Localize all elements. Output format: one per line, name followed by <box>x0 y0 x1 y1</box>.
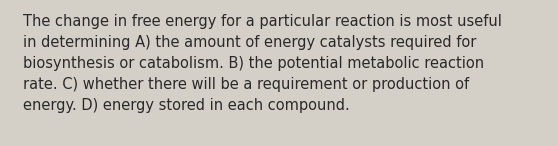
Text: The change in free energy for a particular reaction is most useful
in determinin: The change in free energy for a particul… <box>23 14 502 113</box>
